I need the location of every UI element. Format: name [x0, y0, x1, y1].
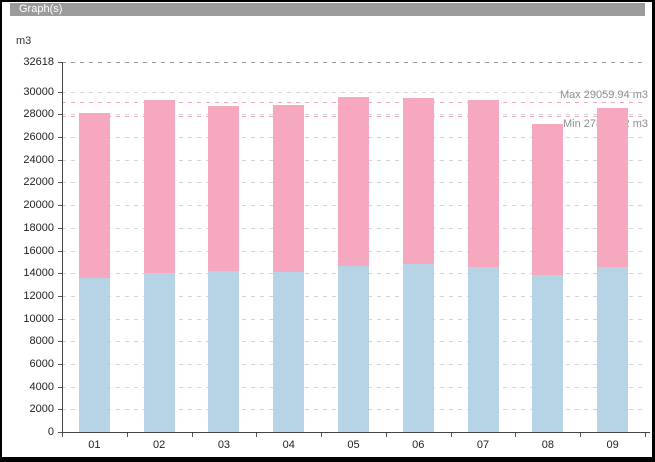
- bar-segment-upper-volume: [402, 97, 434, 265]
- y-axis-line: [62, 62, 63, 433]
- x-axis-tick: [321, 433, 323, 437]
- y-axis-tick-label: 30000: [23, 85, 54, 98]
- bar-segment-lower-volume: [143, 273, 175, 432]
- y-axis-tick: [58, 273, 62, 275]
- bar-segment-upper-volume: [597, 108, 629, 267]
- y-axis-tick-label: 6000: [29, 357, 54, 370]
- y-axis-tick-label: 2000: [29, 403, 54, 416]
- y-axis-tick-label: 12000: [23, 289, 54, 302]
- bar-segment-lower-volume: [338, 265, 369, 432]
- bar-segment-upper-volume: [467, 99, 499, 267]
- bar-segment-lower-volume: [597, 266, 629, 432]
- x-axis-category-label: 04: [282, 439, 295, 451]
- y-axis-tick: [58, 227, 62, 229]
- y-axis-tick: [58, 205, 62, 207]
- x-axis-category-label: 06: [412, 439, 425, 451]
- y-axis-tick: [58, 182, 62, 184]
- grid-line: [62, 91, 645, 93]
- bar-segment-upper-volume: [78, 112, 110, 278]
- y-axis-tick-label: 24000: [23, 153, 54, 166]
- y-axis-tick-label: 14000: [23, 267, 54, 280]
- y-axis-tick-label: 18000: [23, 221, 54, 234]
- max-reference-label: Max 29059.94 m3: [559, 89, 648, 102]
- bar-segment-lower-volume: [78, 277, 110, 432]
- bar-segment-lower-volume: [402, 264, 434, 432]
- bar-segment-lower-volume: [532, 274, 564, 432]
- y-axis-tick-label: 4000: [29, 380, 54, 393]
- y-axis-tick-label: 8000: [29, 335, 54, 348]
- y-axis-tick-label: 10000: [23, 312, 54, 325]
- unit-label: m3: [16, 35, 32, 47]
- y-axis-tick: [58, 62, 62, 63]
- y-axis-tick-label: 20000: [23, 199, 54, 212]
- y-axis-tick-label: 26000: [23, 131, 54, 144]
- bar-segment-lower-volume: [273, 272, 305, 432]
- bar-segment-lower-volume: [208, 270, 240, 432]
- bar-segment-upper-volume: [273, 105, 305, 273]
- y-axis-tick: [58, 409, 62, 411]
- y-axis-tick: [58, 432, 62, 433]
- bar-segment-upper-volume: [208, 106, 240, 271]
- x-axis-category-label: 01: [88, 439, 101, 451]
- x-axis-tick: [256, 433, 258, 437]
- y-axis-tick: [58, 91, 62, 93]
- y-axis-tick: [58, 114, 62, 116]
- x-axis-tick: [62, 433, 63, 437]
- x-axis-category-label: 09: [606, 439, 619, 451]
- y-axis-tick-label: 22000: [23, 176, 54, 189]
- x-axis-tick: [450, 433, 452, 437]
- bar-segment-upper-volume: [143, 100, 175, 274]
- axis-max-grid-line: [62, 62, 645, 63]
- y-axis-tick-label: 28000: [23, 108, 54, 121]
- x-axis-category-label: 03: [217, 439, 231, 451]
- y-axis-tick: [58, 363, 62, 365]
- panel-title-bar: Graph(s): [10, 3, 645, 16]
- panel-title: Graph(s): [19, 3, 63, 15]
- x-axis-category-label: 08: [541, 439, 554, 451]
- x-axis-category-label: 02: [153, 439, 166, 451]
- x-axis-tick: [515, 433, 517, 437]
- bar-segment-lower-volume: [467, 266, 499, 432]
- y-axis-tick: [58, 318, 62, 320]
- x-axis-tick: [385, 433, 387, 437]
- y-axis-tick: [58, 295, 62, 297]
- y-axis-tick: [58, 341, 62, 343]
- x-axis-tick: [126, 433, 128, 437]
- y-axis-tick: [58, 386, 62, 388]
- x-axis-line: [62, 432, 650, 433]
- y-axis-max-label: 32618: [23, 56, 54, 68]
- y-axis-tick: [58, 137, 62, 139]
- y-axis-tick-label: 16000: [23, 244, 54, 257]
- bar-segment-upper-volume: [338, 97, 369, 266]
- y-axis-tick-label: 0: [47, 426, 54, 438]
- y-axis-tick: [58, 250, 62, 252]
- bar-segment-upper-volume: [532, 124, 564, 275]
- x-axis-tick: [645, 433, 646, 437]
- x-axis-tick: [191, 433, 193, 437]
- x-axis-category-label: 07: [476, 439, 490, 451]
- x-axis-tick: [580, 433, 582, 437]
- x-axis-category-label: 05: [347, 439, 360, 451]
- y-axis-tick: [58, 159, 62, 161]
